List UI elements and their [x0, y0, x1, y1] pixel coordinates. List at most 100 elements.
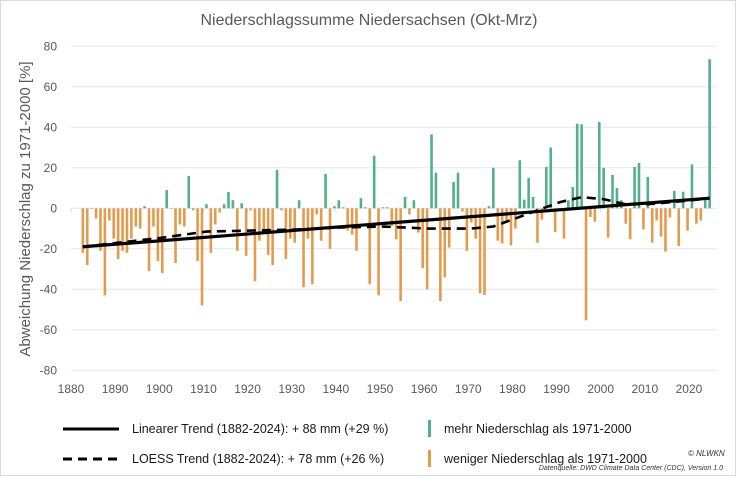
x-axis-ticks: 1880 1890 1900 1910 1920 1930 1940 1950 1960 1970…	[58, 208, 703, 396]
bar-negative	[624, 208, 628, 224]
y-tick-label: -80	[40, 363, 58, 377]
bar-negative	[81, 208, 85, 253]
bar-positive	[337, 200, 341, 209]
bar-negative	[421, 208, 425, 269]
bar-negative	[236, 208, 239, 251]
bar-negative	[355, 208, 358, 251]
bar-negative	[474, 208, 477, 239]
bar-negative	[390, 208, 394, 226]
bar-positive	[615, 188, 619, 209]
bar-positive	[364, 207, 367, 209]
bar-negative	[377, 208, 380, 296]
bar-negative	[315, 208, 319, 215]
bar-positive	[359, 198, 363, 209]
bar-positive	[187, 175, 191, 209]
bar-negative	[593, 208, 597, 222]
bar-negative	[253, 208, 257, 282]
bar-negative	[311, 208, 314, 285]
x-tick-label: 2010	[631, 382, 658, 396]
bar-positive	[381, 207, 385, 209]
bar-negative	[478, 208, 482, 294]
bar-positive	[386, 207, 389, 209]
y-tick-label: 40	[44, 120, 58, 134]
bar-negative	[200, 208, 204, 306]
bar-positive	[222, 204, 226, 209]
bar-negative	[121, 208, 124, 251]
linear-trend-line	[82, 196, 710, 249]
legend-loess-label: LOESS Trend (1882-2024): + 78 mm (+26 %)	[132, 452, 384, 466]
bar-negative	[271, 208, 274, 265]
bar-positive	[549, 147, 553, 209]
x-tick-label: 1880	[58, 382, 85, 396]
bar-negative	[116, 208, 120, 259]
bar-negative	[213, 208, 217, 225]
bar-negative	[562, 208, 566, 239]
bar-positive	[487, 206, 491, 209]
bar-negative	[540, 208, 544, 220]
y-tick-label: 80	[44, 39, 58, 53]
bar-positive	[90, 208, 93, 209]
bar-positive	[333, 206, 336, 209]
bar-positive	[580, 124, 583, 209]
bar-negative	[196, 208, 199, 261]
bar-negative	[350, 208, 354, 235]
bar-negative	[293, 208, 296, 243]
bar-negative	[496, 208, 500, 241]
bar-positive	[544, 166, 548, 209]
y-tick-label: -40	[40, 282, 58, 296]
bar-negative	[606, 208, 610, 238]
bar-negative	[288, 208, 292, 239]
bar-negative	[686, 208, 689, 231]
bar-negative	[262, 208, 266, 233]
bar-negative	[584, 208, 588, 321]
bar-negative	[553, 208, 557, 232]
bar-negative	[249, 208, 252, 211]
bar-negative	[655, 208, 658, 221]
y-axis-label: Abweichung Niederschlag zu 1971-2000 [%]	[17, 61, 34, 356]
bar-positive	[403, 196, 407, 209]
bar-negative	[108, 208, 111, 221]
bar-negative	[408, 208, 411, 215]
bar-positive	[240, 203, 244, 209]
x-tick-label: 1910	[190, 382, 217, 396]
bar-positive	[456, 172, 460, 209]
bar-positive	[567, 200, 570, 209]
x-tick-label: 1920	[234, 382, 261, 396]
bar-positive	[227, 192, 230, 209]
bar-positive	[611, 174, 614, 209]
bar-negative	[178, 208, 182, 225]
bar-negative	[152, 208, 155, 227]
legend-positive-swatch	[428, 420, 431, 437]
bar-positive	[522, 199, 526, 209]
bar-negative	[319, 208, 323, 241]
y-tick-label: 0	[50, 201, 57, 215]
bar-negative	[509, 208, 513, 246]
y-tick-label: -20	[40, 242, 58, 256]
bar-negative	[465, 208, 469, 251]
bar-positive	[231, 200, 235, 209]
bar-negative	[439, 208, 442, 302]
bar-positive	[324, 173, 327, 209]
bar-negative	[85, 208, 89, 265]
bar-positive	[571, 187, 575, 209]
data-source: Datenquelle: DWD Climate Data Center (CD…	[539, 465, 723, 472]
trend-lines	[82, 195, 710, 249]
bar-positive	[602, 167, 605, 209]
bar-negative	[284, 208, 288, 259]
bar-negative	[461, 208, 464, 212]
bar-positive	[275, 169, 279, 209]
bar-positive	[708, 59, 711, 209]
bar-negative	[125, 208, 129, 253]
bar-positive	[143, 206, 146, 209]
bar-negative	[443, 208, 447, 278]
bar-positive	[531, 196, 535, 209]
loess-trend-line	[82, 195, 710, 249]
legend-positive-label: mehr Niederschlag als 1971-2000	[444, 422, 632, 436]
y-tick-label: 20	[44, 161, 58, 175]
bar-positive	[597, 122, 601, 209]
bar-positive	[169, 208, 173, 209]
bar-negative	[183, 208, 186, 227]
bar-positive	[297, 200, 301, 209]
y-axis-ticks: -80 -60 -40 -20 0 20 40 60 80	[40, 39, 58, 377]
